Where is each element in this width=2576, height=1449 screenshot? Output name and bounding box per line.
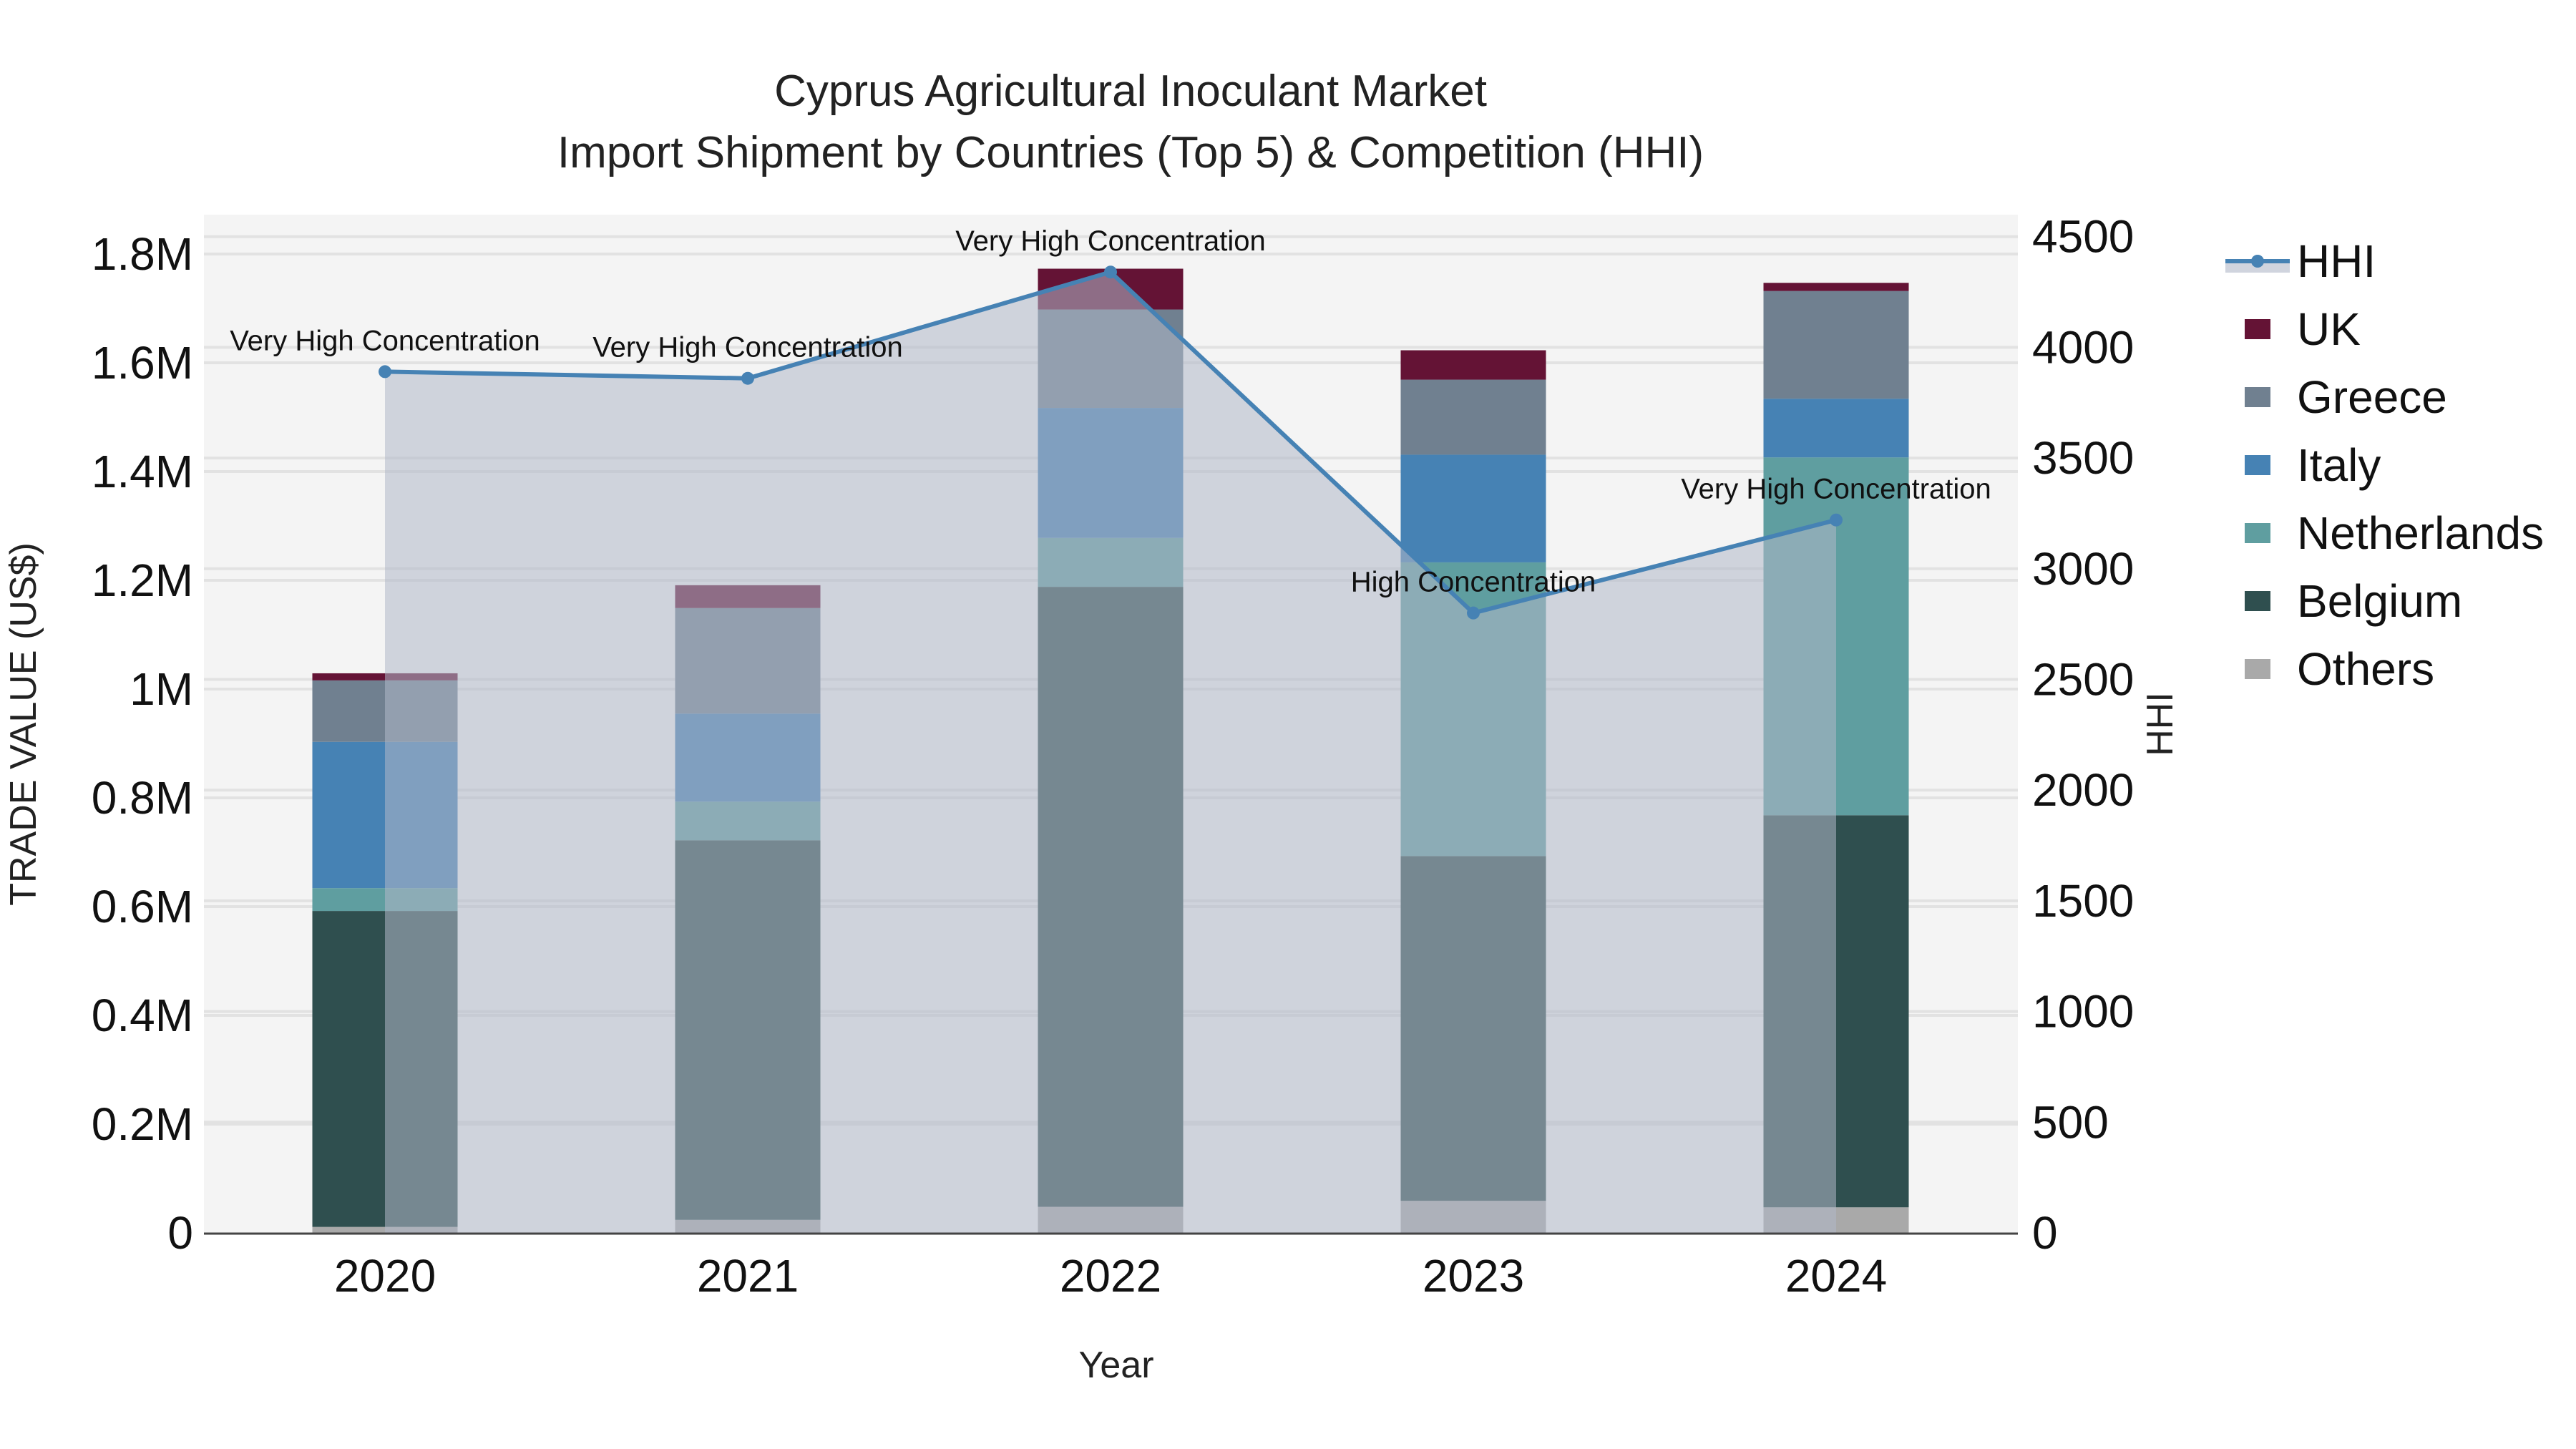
y-tick-label: 1.4M	[92, 446, 193, 497]
hhi-annotation-2021: Very High Concentration	[592, 332, 903, 364]
x-tick-label: 2022	[1060, 1250, 1161, 1302]
y2-tick-label: 1000	[2032, 986, 2134, 1038]
legend-label: UK	[2297, 303, 2361, 355]
legend-swatch-icon	[2245, 455, 2270, 475]
legend-swatch-icon	[2245, 659, 2270, 679]
y-tick-label: 0.2M	[92, 1098, 193, 1150]
bar-segment-greece[interactable]	[1400, 379, 1546, 455]
x-axis-title: Year	[1078, 1345, 1153, 1386]
legend-item-hhi[interactable]: HHI	[2225, 235, 2376, 287]
legend-item-uk[interactable]: UK	[2245, 303, 2361, 355]
y2-axis-ticks: 0 500 1000 1500 2000 2500 3000 3500 4000 4500	[2032, 211, 2134, 1259]
hhi-marker-2022[interactable]	[1104, 265, 1117, 279]
hhi-annotations: Very High Concentration Very High Concent…	[230, 225, 1991, 597]
legend-label: HHI	[2297, 235, 2376, 287]
x-axis-ticks: 2020 2021 2022 2023 2024	[334, 1250, 1887, 1302]
hhi-annotation-2020: Very High Concentration	[230, 325, 540, 356]
y2-axis-title: HHI	[2140, 692, 2181, 756]
y-tick-label: 1M	[130, 663, 193, 715]
chart-title: Cyprus Agricultural Inoculant Market	[774, 67, 1487, 116]
y2-tick-label: 2000	[2032, 764, 2134, 816]
bar-segment-italy[interactable]	[1400, 454, 1546, 562]
y-tick-label: 1.2M	[92, 555, 193, 606]
legend: HHI UK Greece Italy Netherlands Belgium Others	[2225, 235, 2544, 695]
y-tick-label: 0.6M	[92, 881, 193, 932]
hhi-annotation-2022: Very High Concentration	[955, 225, 1266, 257]
legend-item-others[interactable]: Others	[2245, 643, 2434, 695]
bar-segment-greece[interactable]	[1763, 291, 1909, 399]
y2-tick-label: 2500	[2032, 654, 2134, 706]
bar-segment-uk[interactable]	[1400, 350, 1546, 380]
y-tick-label: 1.6M	[92, 337, 193, 389]
x-tick-label: 2024	[1785, 1250, 1887, 1302]
y2-tick-label: 1500	[2032, 875, 2134, 927]
y2-tick-label: 500	[2032, 1096, 2109, 1148]
hhi-marker-2024[interactable]	[1830, 513, 1843, 527]
y-tick-label: 1.8M	[92, 228, 193, 280]
hhi-area-fill	[385, 272, 1836, 1234]
legend-item-italy[interactable]: Italy	[2245, 439, 2381, 491]
y-tick-label: 0.8M	[92, 772, 193, 824]
y2-tick-label: 4000	[2032, 321, 2134, 373]
legend-swatch-icon	[2245, 523, 2270, 543]
hhi-marker-2020[interactable]	[379, 365, 391, 379]
bar-segment-italy[interactable]	[1763, 399, 1909, 458]
y-axis-title: TRADE VALUE (US$)	[3, 542, 44, 906]
hhi-fill-area	[385, 272, 1836, 1234]
legend-label: Netherlands	[2297, 507, 2544, 559]
x-tick-label: 2023	[1423, 1250, 1524, 1302]
x-tick-label: 2021	[697, 1250, 799, 1302]
legend-item-greece[interactable]: Greece	[2245, 371, 2447, 423]
legend-label: Others	[2297, 643, 2434, 695]
hhi-marker-2023[interactable]	[1467, 606, 1480, 620]
y2-tick-label: 3500	[2032, 432, 2134, 484]
hhi-marker-2021[interactable]	[741, 371, 754, 385]
legend-swatch-icon	[2245, 387, 2270, 407]
chart-title-group: Cyprus Agricultural Inoculant Market Imp…	[557, 67, 1704, 177]
legend-label: Greece	[2297, 371, 2447, 423]
y-tick-label: 0	[167, 1207, 193, 1259]
y2-tick-label: 0	[2032, 1207, 2058, 1259]
legend-item-belgium[interactable]: Belgium	[2245, 575, 2462, 627]
hhi-line	[379, 265, 1843, 620]
x-tick-label: 2020	[334, 1250, 436, 1302]
legend-label: Belgium	[2297, 575, 2462, 627]
hhi-annotation-2023: High Concentration	[1351, 567, 1596, 598]
legend-swatch-icon	[2245, 591, 2270, 611]
legend-item-netherlands[interactable]: Netherlands	[2245, 507, 2544, 559]
bar-segment-uk[interactable]	[1763, 283, 1909, 291]
y-axis-ticks: 0 0.2M 0.4M 0.6M 0.8M 1M 1.2M 1.4M 1.6M 1.8M	[92, 228, 193, 1259]
y2-tick-label: 3000	[2032, 543, 2134, 595]
y-tick-label: 0.4M	[92, 990, 193, 1041]
y2-tick-label: 4500	[2032, 211, 2134, 263]
legend-label: Italy	[2297, 439, 2381, 491]
chart-subtitle: Import Shipment by Countries (Top 5) & C…	[557, 128, 1704, 177]
legend-swatch-icon	[2245, 319, 2270, 339]
legend-marker-icon	[2251, 255, 2264, 268]
hhi-annotation-2024: Very High Concentration	[1681, 474, 1991, 505]
